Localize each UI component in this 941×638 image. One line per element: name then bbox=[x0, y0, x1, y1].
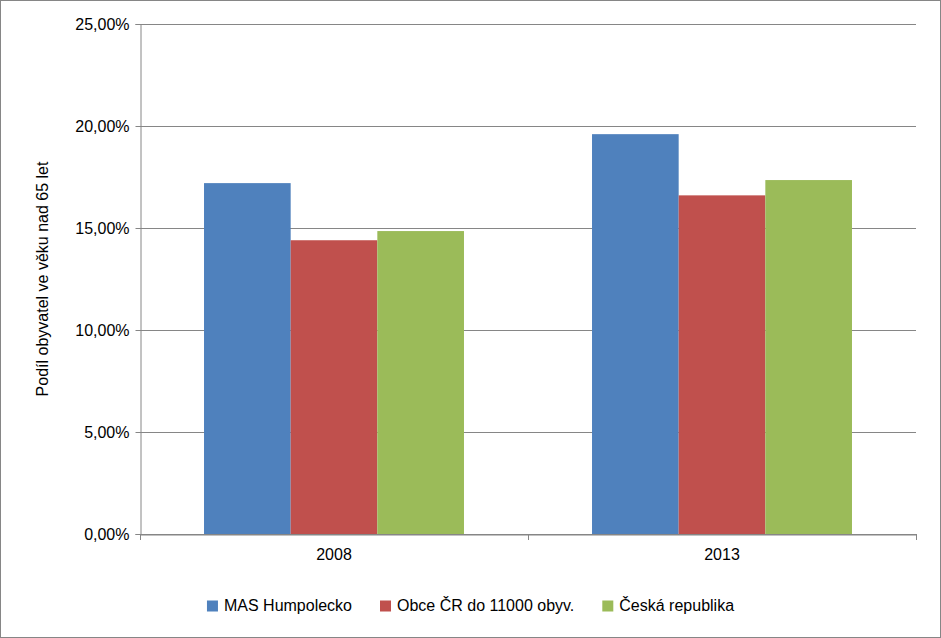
y-tick: 20,00% bbox=[75, 118, 140, 135]
legend: MAS Humpolecko Obce ČR do 11000 obyv. Česk… bbox=[207, 596, 734, 614]
x-tick: 2008 bbox=[316, 535, 352, 563]
y-axis-line bbox=[136, 25, 142, 535]
bars bbox=[204, 134, 852, 534]
y-axis-title: Podíl obyvatel ve věku nad 65 let bbox=[34, 161, 51, 396]
x-axis: 2008 2013 bbox=[141, 535, 917, 563]
legend-label: Obce ČR do 11000 obyv. bbox=[397, 596, 574, 614]
y-tick: 0,00% bbox=[84, 526, 140, 543]
y-tick: 15,00% bbox=[75, 220, 140, 237]
bar bbox=[592, 134, 679, 534]
legend-swatch bbox=[207, 601, 218, 612]
legend-item: MAS Humpolecko bbox=[207, 597, 352, 614]
x-tick: 2013 bbox=[704, 535, 740, 563]
y-tick-mark bbox=[136, 126, 141, 127]
grid bbox=[140, 25, 916, 535]
x-tick-label: 2013 bbox=[704, 546, 740, 563]
y-tick-mark bbox=[136, 24, 141, 25]
y-tick-mark bbox=[136, 534, 141, 535]
bar bbox=[765, 180, 852, 534]
bar bbox=[679, 195, 766, 534]
y-tick-mark bbox=[136, 432, 141, 433]
bar bbox=[291, 240, 378, 534]
chart: 0,00%5,00%10,00%15,00%20,00%25,00%200820… bbox=[0, 0, 941, 638]
legend-swatch bbox=[380, 601, 391, 612]
x-separator bbox=[140, 534, 141, 540]
grid-line bbox=[140, 24, 916, 25]
y-tick-mark bbox=[136, 330, 141, 331]
y-axis: 0,00% 5,00% 10,00% 15,00% 20,00% 25,00% bbox=[75, 16, 141, 543]
chart-border bbox=[1, 1, 941, 638]
y-tick-label: 25,00% bbox=[75, 16, 129, 33]
x-separator bbox=[528, 534, 529, 540]
x-separator bbox=[916, 534, 917, 540]
y-tick: 5,00% bbox=[84, 424, 140, 441]
y-tick: 10,00% bbox=[75, 322, 140, 339]
y-tick: 25,00% bbox=[75, 16, 140, 33]
legend-swatch bbox=[602, 601, 613, 612]
x-tick-label: 2008 bbox=[316, 546, 352, 563]
bar bbox=[377, 231, 464, 534]
legend-label: MAS Humpolecko bbox=[224, 597, 352, 614]
y-tick-label: 10,00% bbox=[75, 322, 129, 339]
legend-item: Obce ČR do 11000 obyv. bbox=[380, 596, 574, 614]
y-tick-label: 15,00% bbox=[75, 220, 129, 237]
y-tick-label: 5,00% bbox=[84, 424, 129, 441]
legend-label: Česká republika bbox=[619, 596, 734, 614]
bar bbox=[204, 183, 291, 534]
y-tick-label: 20,00% bbox=[75, 118, 129, 135]
grid-line bbox=[140, 126, 916, 127]
y-tick-mark bbox=[136, 228, 141, 229]
legend-item: Česká republika bbox=[602, 596, 734, 614]
y-tick-label: 0,00% bbox=[84, 526, 129, 543]
